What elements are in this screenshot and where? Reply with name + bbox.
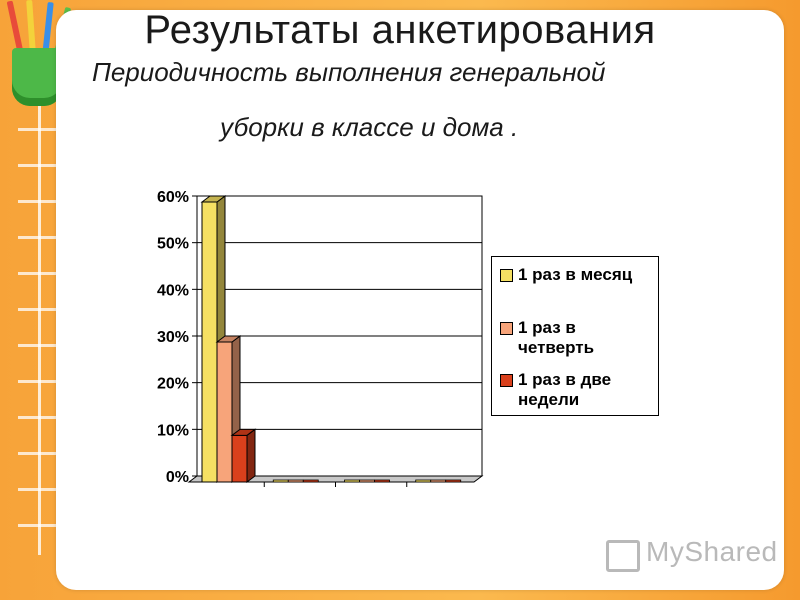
bar: [287, 479, 304, 483]
bar: [231, 434, 248, 483]
chart-legend: 1 раз в месяц 1 раз в четверть 1 раз в д…: [491, 256, 659, 416]
y-tick-label: 0%: [166, 469, 189, 486]
slide-subtitle-line1: Периодичность выполнения генеральной: [92, 57, 606, 87]
bar: [359, 479, 375, 483]
legend-label: 1 раз в: [518, 318, 576, 337]
watermark-text: MyShared: [646, 536, 778, 567]
y-tick-label: 50%: [157, 236, 189, 253]
legend-label-wrap: 1 раз в две недели: [518, 370, 658, 410]
bar-top: [230, 428, 257, 436]
pencil-cup-decoration: [12, 48, 62, 106]
slide-title: Результаты анкетирования: [144, 8, 656, 52]
ruler-decoration: [18, 95, 56, 555]
y-tick-label: 30%: [157, 329, 189, 346]
legend-label-continued: четверть: [518, 338, 595, 357]
y-tick-label: 60%: [157, 189, 189, 206]
bar: [302, 479, 319, 483]
ruler-edge-decoration: [38, 95, 41, 555]
legend-label: 1 раз в две: [518, 370, 612, 389]
legend-label: 1 раз в месяц: [518, 265, 633, 284]
legend-label-continued: недели: [518, 390, 580, 409]
bar: [201, 201, 218, 483]
bar: [344, 479, 360, 483]
bar: [445, 479, 462, 483]
y-tick-label: 40%: [157, 282, 189, 299]
bar: [415, 479, 432, 483]
bar: [430, 479, 447, 483]
legend-swatch: [500, 322, 513, 335]
legend-label-wrap: 1 раз в четверть: [518, 318, 658, 358]
y-tick-label: 20%: [157, 376, 189, 393]
chart-floor: [187, 475, 484, 483]
y-tick-label: 10%: [157, 422, 189, 439]
bar-top: [200, 195, 227, 203]
bar-top: [215, 335, 242, 343]
bar: [374, 479, 390, 483]
slide-subtitle-line2: уборки в классе и дома .: [220, 112, 519, 142]
presentation-board-icon: [606, 540, 640, 572]
bar: [216, 341, 233, 483]
bar: [272, 479, 289, 483]
bar-side: [246, 428, 256, 483]
legend-swatch: [500, 269, 513, 282]
legend-swatch: [500, 374, 513, 387]
